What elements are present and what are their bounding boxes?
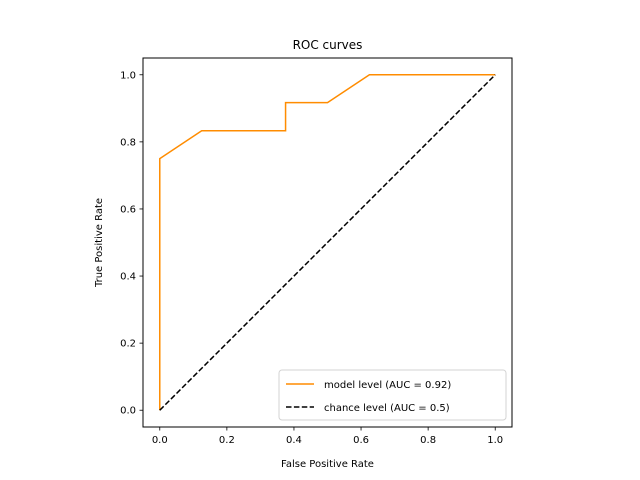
legend-box	[278, 369, 507, 421]
y-tick-label: 0.8	[120, 137, 136, 148]
legend-label-model: model level (AUC = 0.92)	[324, 380, 451, 391]
x-tick-label: 0.2	[219, 435, 235, 446]
x-axis-label: False Positive Rate	[281, 459, 374, 470]
x-tick-label: 1.0	[487, 435, 503, 446]
plot-frame	[142, 57, 513, 428]
y-tick-label: 1.0	[120, 70, 136, 81]
x-tick-label: 0.0	[152, 435, 168, 446]
x-tick-label: 0.4	[286, 435, 302, 446]
y-tick-label: 0.2	[120, 339, 136, 350]
series-layer	[159, 74, 496, 411]
y-tick-label: 0.0	[120, 406, 136, 417]
y-axis-ticks: 0.0 0.2 0.4 0.6 0.8 1.0	[120, 70, 143, 417]
x-axis-ticks: 0.0 0.2 0.4 0.6 0.8 1.0	[152, 427, 503, 446]
y-tick-label: 0.6	[120, 204, 136, 215]
roc-curve-chance	[159, 74, 496, 411]
y-tick-label: 0.4	[120, 272, 136, 283]
roc-curve-model	[159, 74, 496, 411]
y-axis-label: True Positive Rate	[94, 198, 105, 288]
chart-title: ROC curves	[293, 38, 363, 52]
legend: model level (AUC = 0.92) chance level (A…	[278, 369, 507, 421]
x-tick-label: 0.8	[420, 435, 436, 446]
x-tick-label: 0.6	[353, 435, 369, 446]
legend-label-chance: chance level (AUC = 0.5)	[324, 403, 450, 414]
